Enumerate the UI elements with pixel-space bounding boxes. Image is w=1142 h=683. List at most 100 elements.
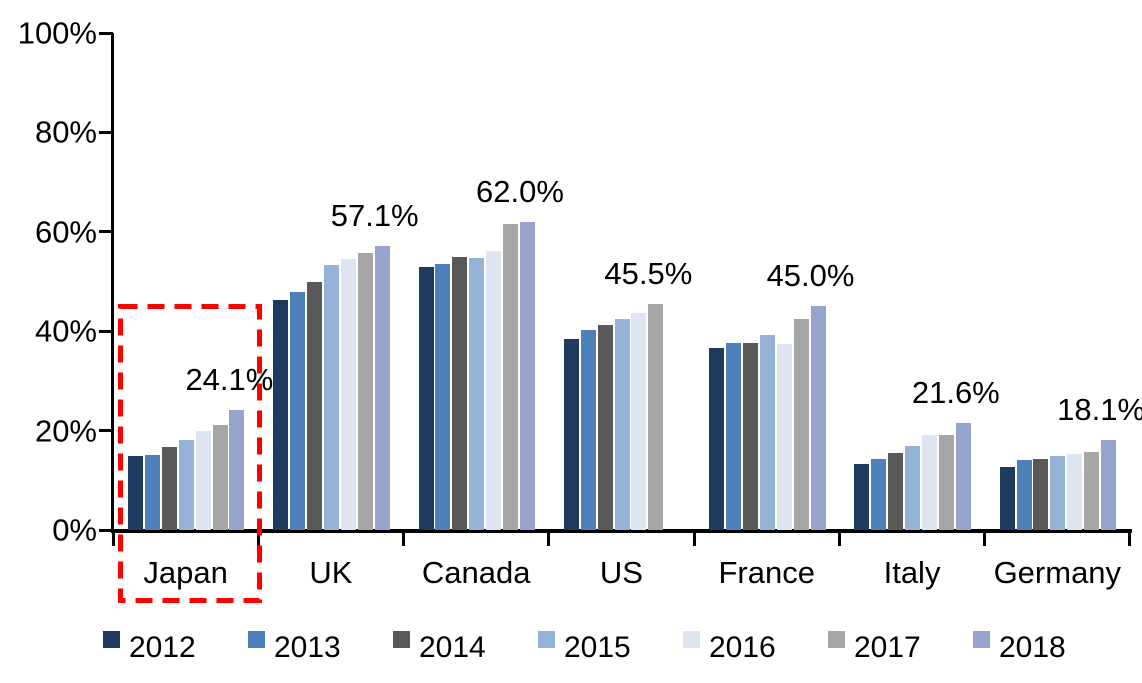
legend-swatch-2012 bbox=[103, 631, 120, 648]
bar-france-2015 bbox=[759, 335, 775, 530]
bar-canada-2014 bbox=[452, 257, 468, 530]
legend-swatch-2014 bbox=[393, 631, 410, 648]
bar-france-2014 bbox=[742, 343, 758, 530]
bar-us-2013 bbox=[580, 329, 596, 530]
x-axis-tick bbox=[837, 530, 841, 546]
bar-france-2012 bbox=[709, 348, 725, 530]
legend-label-2013: 2013 bbox=[274, 631, 341, 664]
category-label-us: US bbox=[599, 555, 643, 590]
bar-italy-2015 bbox=[905, 446, 921, 530]
y-axis-tick bbox=[99, 429, 113, 433]
legend-swatch-2015 bbox=[538, 631, 555, 648]
y-axis-label-20: 20% bbox=[34, 413, 97, 449]
legend-item-2013: 2013 bbox=[248, 631, 341, 665]
category-label-germany: Germany bbox=[993, 555, 1122, 590]
y-axis-label-80: 80% bbox=[34, 114, 97, 150]
bar-canada-2018 bbox=[519, 221, 535, 530]
bar-canada-2015 bbox=[469, 258, 485, 530]
bar-canada-2013 bbox=[435, 264, 451, 530]
bar-us-2015 bbox=[614, 319, 630, 530]
legend-swatch-2018 bbox=[973, 631, 990, 648]
legend-swatch-2017 bbox=[828, 631, 845, 648]
legend-item-2017: 2017 bbox=[828, 631, 921, 665]
legend-swatch-2013 bbox=[248, 631, 265, 648]
bar-uk-2013 bbox=[290, 292, 306, 530]
legend-label-2016: 2016 bbox=[709, 631, 776, 664]
y-axis-tick bbox=[99, 329, 113, 333]
category-label-italy: Italy bbox=[883, 555, 941, 590]
bar-uk-2014 bbox=[307, 281, 323, 530]
y-axis-label-40: 40% bbox=[34, 313, 97, 349]
x-axis-tick bbox=[547, 530, 551, 546]
x-axis-tick bbox=[692, 530, 696, 546]
bar-france-2013 bbox=[726, 342, 742, 530]
bar-canada-2017 bbox=[503, 223, 519, 530]
bar-germany-2018 bbox=[1101, 440, 1117, 530]
x-axis-line bbox=[111, 529, 1132, 533]
legend-label-2017: 2017 bbox=[854, 631, 921, 664]
bar-canada-2016 bbox=[486, 250, 502, 530]
category-label-france: France bbox=[718, 555, 815, 590]
bar-france-2017 bbox=[793, 319, 809, 530]
bar-japan-2012 bbox=[128, 455, 143, 530]
data-label-germany: 18.1% bbox=[1057, 392, 1142, 428]
bar-france-2018 bbox=[810, 306, 826, 530]
bar-uk-2018 bbox=[374, 246, 390, 530]
bar-germany-2013 bbox=[1016, 460, 1032, 530]
bar-germany-2014 bbox=[1033, 458, 1049, 530]
data-label-japan: 24.1% bbox=[185, 362, 274, 398]
x-axis-tick bbox=[256, 530, 260, 546]
bar-germany-2012 bbox=[999, 467, 1015, 530]
legend-item-2018: 2018 bbox=[973, 631, 1066, 665]
y-axis-line bbox=[111, 33, 114, 532]
bar-us-2012 bbox=[563, 339, 579, 530]
y-axis-label-100: 100% bbox=[17, 15, 97, 51]
bar-japan-2014 bbox=[161, 446, 177, 530]
legend-item-2012: 2012 bbox=[103, 631, 196, 665]
legend-label-2018: 2018 bbox=[999, 631, 1066, 664]
data-label-us: 45.5% bbox=[604, 255, 693, 291]
legend-swatch-2016 bbox=[683, 631, 700, 648]
data-label-uk: 57.1% bbox=[330, 198, 419, 234]
x-axis-tick bbox=[402, 530, 406, 546]
y-axis-tick bbox=[99, 528, 113, 532]
bar-italy-2018 bbox=[955, 422, 971, 530]
bar-uk-2015 bbox=[323, 264, 339, 530]
legend-item-2014: 2014 bbox=[393, 631, 486, 665]
bar-italy-2013 bbox=[871, 459, 887, 530]
y-axis-tick bbox=[99, 130, 113, 134]
x-axis-tick bbox=[1128, 530, 1132, 546]
y-axis-tick bbox=[99, 31, 113, 35]
y-axis-label-0: 0% bbox=[52, 512, 97, 548]
legend-item-2015: 2015 bbox=[538, 631, 631, 665]
x-axis-tick bbox=[983, 530, 987, 546]
bar-italy-2017 bbox=[938, 434, 954, 530]
data-label-italy: 21.6% bbox=[911, 374, 1000, 410]
bar-italy-2014 bbox=[888, 453, 904, 530]
bar-uk-2012 bbox=[273, 299, 289, 530]
x-axis-tick bbox=[111, 530, 115, 546]
y-axis-label-60: 60% bbox=[34, 214, 97, 250]
data-label-canada: 62.0% bbox=[476, 173, 564, 209]
bar-italy-2012 bbox=[854, 463, 870, 530]
bar-us-2016 bbox=[631, 313, 647, 530]
category-label-japan: Japan bbox=[143, 555, 228, 590]
category-label-canada: Canada bbox=[421, 555, 531, 590]
legend-label-2012: 2012 bbox=[129, 631, 196, 664]
bar-canada-2012 bbox=[418, 266, 434, 530]
category-label-uk: UK bbox=[309, 555, 353, 590]
bar-japan-2016 bbox=[195, 431, 211, 530]
bar-us-2014 bbox=[597, 325, 613, 530]
legend-item-2016: 2016 bbox=[683, 631, 776, 665]
bar-japan-2018 bbox=[229, 410, 245, 530]
data-label-france: 45.0% bbox=[766, 258, 855, 294]
bar-japan-2013 bbox=[144, 455, 160, 530]
y-axis-tick bbox=[99, 230, 113, 234]
bar-japan-2017 bbox=[212, 425, 228, 530]
legend-label-2014: 2014 bbox=[419, 631, 486, 664]
bar-france-2016 bbox=[776, 344, 792, 530]
bar-germany-2016 bbox=[1067, 453, 1083, 530]
bar-germany-2015 bbox=[1050, 456, 1066, 530]
bar-uk-2016 bbox=[340, 258, 356, 530]
